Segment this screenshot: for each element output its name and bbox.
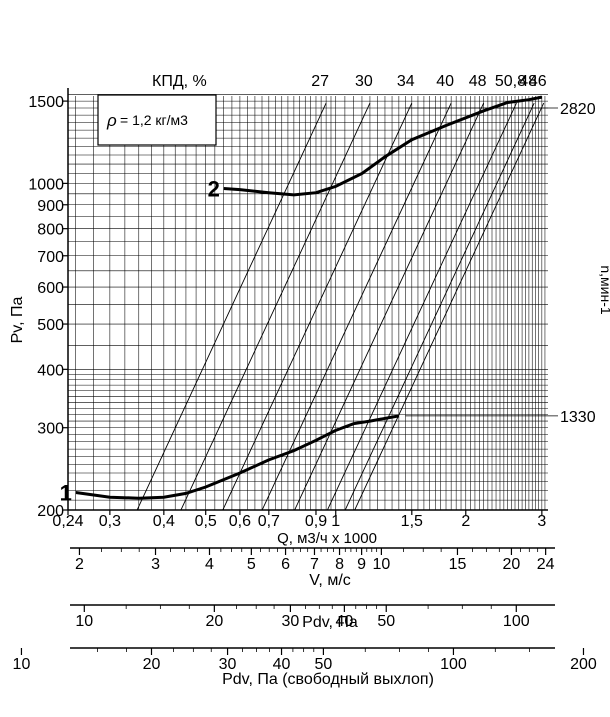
secondary-tick-label: 4 [205,556,214,573]
density-box [97,94,217,146]
efficiency-value-label: 46 [529,73,547,90]
efficiency-label: КПД, % [152,73,207,90]
x-tick-label: 0,3 [99,513,121,530]
secondary-tick-label: 100 [503,613,530,630]
x-tick-label: 2 [461,513,470,530]
y-tick-label: 900 [37,198,64,215]
efficiency-line [327,102,517,511]
x-tick-label: 0,4 [153,513,175,530]
performance-curve-2 [223,95,543,197]
secondary-tick-label: 20 [143,656,161,673]
plot-frame [67,88,548,511]
secondary-tick-label: 30 [219,656,237,673]
y-tick-label: 200 [37,503,64,520]
x-tick-label: 0,7 [258,513,280,530]
y-tick-label: 800 [37,222,64,239]
secondary-tick-label: 5 [247,556,256,573]
density-symbol: ρ [106,111,117,130]
secondary-tick-label: 3 [151,556,160,573]
secondary-tick-label: 20 [205,613,223,630]
efficiency-line [136,102,327,511]
secondary-tick-label: 10 [75,613,93,630]
secondary-tick-label: 10 [13,656,31,673]
y-tick-label: 600 [37,280,64,297]
secondary-tick-label: 50 [377,613,395,630]
efficiency-value-label: 40 [436,73,454,90]
x-tick-label: 1 [331,513,340,530]
secondary-tick-label: 6 [281,556,290,573]
x-axis-label: Q, м3/ч x 1000 [277,530,377,547]
density-label: = 1,2 кг/м3 [120,112,188,128]
efficiency-line [344,102,535,511]
secondary-tick-label: 7 [310,556,319,573]
efficiency-value-label: 27 [311,73,329,90]
efficiency-value-label: 30 [355,73,373,90]
secondary-tick-label: 2 [75,556,84,573]
x-tick-label: 1,5 [401,513,423,530]
secondary-tick-label: 30 [282,613,300,630]
secondary-axis-label: Pdv, Па [302,614,358,631]
efficiency-value-label: 50,8 [495,73,526,90]
x-tick-label: 0,24 [52,513,83,530]
efficiency-value-label: 48 [519,73,537,90]
efficiency-value-label: 34 [397,73,415,90]
secondary-tick-label: 24 [537,556,555,573]
x-tick-label: 0,9 [305,513,327,530]
efficiency-line [294,102,485,511]
secondary-tick-label: 50 [314,656,332,673]
grid [68,94,548,510]
efficiency-line [222,102,413,511]
right-axis-label: n,мин-1 [598,265,610,315]
secondary-tick-label: 40 [273,656,291,673]
y-tick-label: 700 [37,249,64,266]
efficiency-line [261,102,452,511]
y-tick-label: 400 [37,362,64,379]
secondary-axis-label: Pdv, Па (свободный выхлоп) [222,671,434,688]
secondary-tick-label: 9 [357,556,366,573]
secondary-tick-label: 8 [335,556,344,573]
speed-label: 2820 [560,101,596,118]
secondary-tick-label: 15 [449,556,467,573]
efficiency-value-label: 48 [469,73,487,90]
secondary-tick-label: 20 [503,556,521,573]
y-axis-label: Pv, Па [9,297,26,344]
x-tick-label: 0,5 [195,513,217,530]
secondary-axis-label: V, м/с [309,572,351,589]
axis-labels: 2820 1330 200 300 400 500 600 700 800 900 1000 1500… [28,94,595,530]
curves: 21 [60,95,543,506]
y-tick-label: 500 [37,317,64,334]
curve-label-1: 1 [60,481,72,506]
x-tick-label: 3 [537,513,546,530]
curve-label-2: 2 [208,177,220,202]
secondary-tick-label: 100 [440,656,467,673]
y-tick-label: 300 [37,421,64,438]
performance-curve-1 [75,414,400,500]
y-tick-label: 1500 [28,94,64,111]
y-tick-label: 1000 [28,176,64,193]
speed-label: 1330 [560,409,596,426]
secondary-tick-label: 200 [570,656,597,673]
secondary-tick-label: 10 [372,556,390,573]
efficiency-line [354,102,545,511]
efficiency-line [180,102,371,511]
x-tick-label: 0,6 [229,513,251,530]
secondary-tick-label: 40 [335,613,353,630]
